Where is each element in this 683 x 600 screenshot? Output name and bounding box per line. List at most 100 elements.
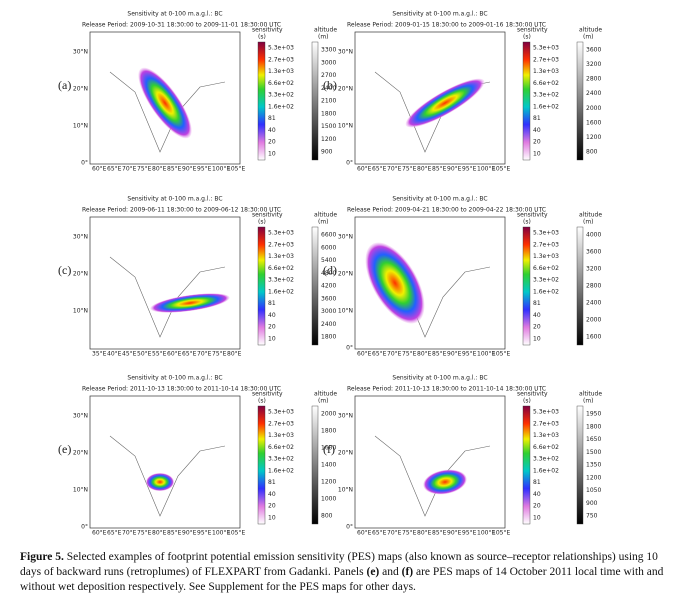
lon-label: 85°E [167,530,182,537]
sensitivity-tick: 1.3e+03 [533,432,559,439]
sensitivity-header: sensitivity [517,391,548,398]
lon-label: 60°E [357,166,372,173]
coastline [109,435,226,517]
altitude-tick: 2400 [586,90,601,97]
altitude-header: (m) [583,398,594,405]
map-frame [354,395,506,529]
sensitivity-header: sensitivity [517,212,548,219]
sensitivity-tick: 2.7e+03 [533,56,559,63]
plume [405,78,485,128]
altitude-colorbar [576,41,584,161]
sensitivity-tick: 3.3e+02 [533,456,559,463]
release-period: Release Period: 2011-10-13 18:30:00 to 2… [347,386,546,393]
lon-label: 45°E [122,351,137,358]
sensitivity-tick: 20 [533,324,541,331]
altitude-tick: 900 [321,149,333,156]
lat-label: 10°N [338,487,353,494]
panel-label: (b) [323,78,337,92]
altitude-tick: 1400 [321,462,336,469]
altitude-colorbar [311,41,319,161]
lon-label: 85°E [432,166,447,173]
altitude-tick: 1500 [321,123,336,130]
sensitivity-tick: 10 [533,336,541,343]
sensitivity-colorbar [522,226,531,346]
coastline [374,435,491,517]
altitude-tick: 2400 [586,300,601,307]
lon-label: 65°E [372,351,387,358]
altitude-tick: 2000 [586,317,601,324]
altitude-tick: 1950 [586,411,601,418]
lon-label: 65°E [107,530,122,537]
lat-label: 30°N [73,234,88,241]
altitude-tick: 3200 [586,61,601,68]
altitude-tick: 1800 [321,110,336,117]
sensitivity-tick: 40 [268,491,276,498]
lon-label: 85°E [432,351,447,358]
sensitivity-header: (s) [523,398,531,405]
lon-label: 80°E [152,530,167,537]
altitude-tick: 3600 [321,295,336,302]
panel-title: Sensitivity at 0-100 m.a.g.l.: BC [127,11,222,18]
lat-label: 10°N [338,308,353,315]
plume [365,242,425,324]
altitude-tick: 3000 [321,308,336,315]
lon-label: 70°E [387,351,402,358]
panel-title: Sensitivity at 0-100 m.a.g.l.: BC [392,11,487,18]
altitude-colorbar [576,226,584,346]
altitude-tick: 1000 [321,496,336,503]
sensitivity-header: (s) [258,398,266,405]
lat-label: 0° [81,160,88,167]
lon-label: 100°E [212,166,230,173]
lon-label: 105°E [227,530,245,537]
caption-text: (f) [401,566,414,578]
altitude-tick: 800 [586,149,598,156]
sensitivity-tick: 81 [268,479,276,486]
sensitivity-tick: 2.7e+03 [268,420,294,427]
lat-label: 0° [81,524,88,531]
lon-label: 70°E [197,351,212,358]
sensitivity-tick: 5.3e+03 [268,45,294,52]
sensitivity-colorbar [257,41,266,161]
lat-label: 30°N [73,413,88,420]
altitude-tick: 750 [586,513,598,520]
altitude-tick: 1200 [321,136,336,143]
sensitivity-tick: 20 [533,139,541,146]
lat-label: 20°N [338,86,353,93]
lon-label: 60°E [92,166,107,173]
sensitivity-tick: 2.7e+03 [268,56,294,63]
sensitivity-tick: 3.3e+02 [533,92,559,99]
lon-label: 80°E [152,166,167,173]
altitude-header: altitude [579,27,602,34]
lon-label: 60°E [357,351,372,358]
lon-label: 80°E [417,166,432,173]
altitude-tick: 2400 [321,85,336,92]
lon-label: 80°E [417,351,432,358]
sensitivity-tick: 3.3e+02 [268,277,294,284]
altitude-tick: 900 [586,500,598,507]
lat-label: 30°N [338,413,353,420]
altitude-header: altitude [579,212,602,219]
lon-label: 95°E [462,351,477,358]
caption: Figure 5. Selected examples of footprint… [20,550,665,595]
sensitivity-tick: 6.6e+02 [268,80,294,87]
lon-label: 100°E [477,530,495,537]
altitude-tick: 6000 [321,244,336,251]
lon-label: 90°E [447,530,462,537]
sensitivity-tick: 1.6e+02 [268,288,294,295]
altitude-tick: 3600 [586,249,601,256]
sensitivity-tick: 20 [268,324,276,331]
sensitivity-header: (s) [258,34,266,41]
sensitivity-tick: 3.3e+02 [268,92,294,99]
lon-label: 60°E [357,530,372,537]
altitude-tick: 3000 [321,59,336,66]
altitude-tick: 2000 [321,411,336,418]
altitude-header: (m) [318,398,329,405]
lon-label: 95°E [197,530,212,537]
sensitivity-tick: 5.3e+03 [268,230,294,237]
altitude-tick: 1800 [321,334,336,341]
lat-label: 30°N [73,49,88,56]
figure: Sensitivity at 0-100 m.a.g.l.: BC Release… [58,11,602,537]
lon-label: 70°E [122,166,137,173]
panel-title: Sensitivity at 0-100 m.a.g.l.: BC [392,196,487,203]
lon-label: 55°E [152,351,167,358]
